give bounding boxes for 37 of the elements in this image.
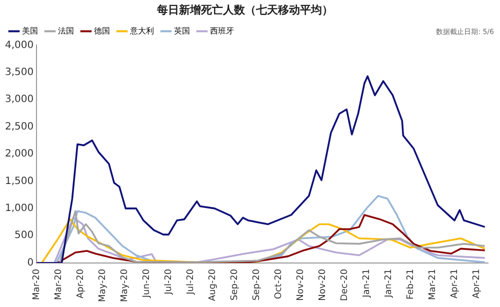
x-tick-label: Sep-20 — [230, 268, 240, 301]
y-tick-label: 4,000 — [4, 40, 34, 51]
y-tick-label: 0 — [27, 257, 34, 268]
chart-title: 每日新增死亡人数（七天移动平均） — [156, 3, 333, 16]
y-tick-label: 1,500 — [4, 176, 34, 187]
x-tick-label: Apr-21 — [472, 268, 482, 299]
legend-label: 法国 — [58, 26, 74, 36]
legend-label: 意大利 — [129, 26, 154, 36]
y-tick-label: 500 — [14, 230, 34, 242]
legend-label: 美国 — [22, 26, 38, 36]
x-tick-label: Aug-20 — [208, 268, 218, 302]
y-tick-label: 2,500 — [4, 121, 34, 132]
y-tick-label: 2,000 — [4, 148, 34, 160]
x-tick-label: Jan-21 — [362, 268, 372, 298]
legend-label: 英国 — [174, 26, 190, 36]
x-tick-label: Dec-20 — [340, 268, 350, 301]
x-tick-label: Jun-20 — [142, 268, 152, 299]
x-tick-label: Jul-20 — [186, 268, 196, 296]
x-tick-label: Nov-20 — [296, 268, 306, 301]
x-tick-label: Jan-21 — [384, 268, 394, 298]
x-tick-label: Nov-20 — [318, 268, 328, 301]
x-tick-label: Sep-20 — [252, 268, 262, 301]
y-tick-label: 3,500 — [4, 67, 34, 78]
x-tick-label: Jul-20 — [164, 268, 174, 296]
y-tick-label: 1,000 — [4, 203, 34, 214]
legend-label: 德国 — [94, 26, 110, 36]
x-tick-label: Mar-21 — [428, 268, 438, 300]
x-tick-label: Oct-20 — [274, 268, 284, 300]
x-tick-label: May-20 — [120, 268, 130, 302]
x-tick-label: Mar-20 — [54, 268, 64, 300]
x-tick-label: Mar-20 — [32, 268, 42, 300]
x-tick-label: Apr-21 — [450, 268, 460, 299]
x-tick-label: Apr-20 — [76, 268, 86, 299]
x-tick-label: May-20 — [98, 268, 108, 302]
x-tick-label: Feb-21 — [406, 268, 416, 300]
legend-label: 西班牙 — [210, 26, 234, 36]
y-tick-label: 3,000 — [4, 94, 34, 106]
